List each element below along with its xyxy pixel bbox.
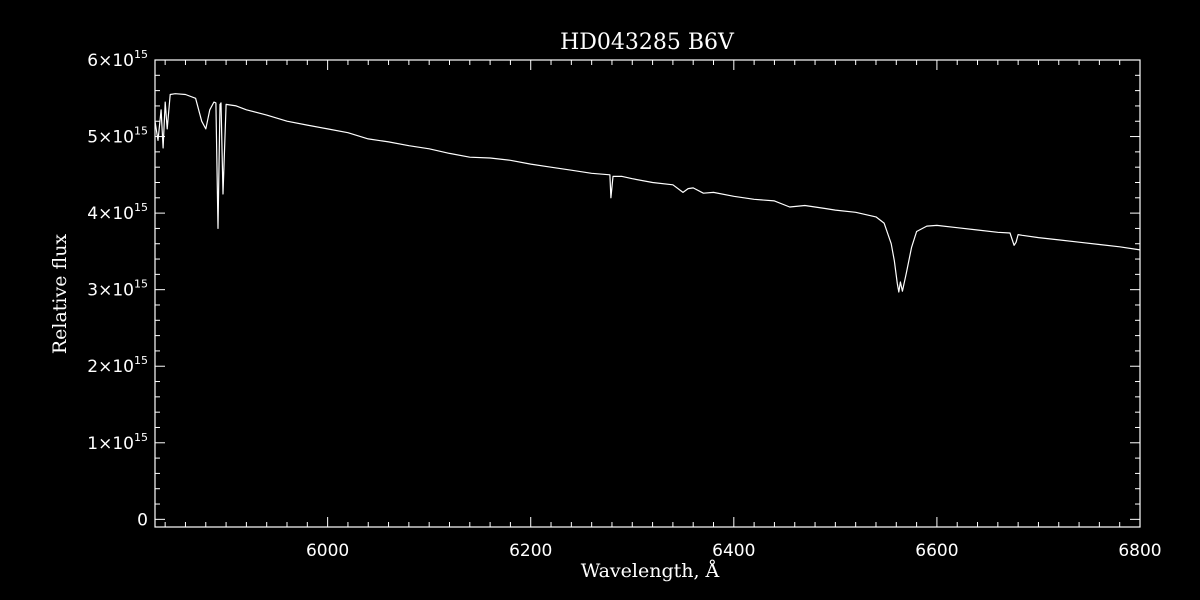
spectrum-line [154, 93, 1141, 293]
y-tick-label: 4×1015 [87, 201, 148, 224]
axis-ticks [155, 59, 1141, 527]
y-tick-label: 0 [137, 510, 148, 530]
x-tick-label: 6400 [712, 541, 755, 561]
y-axis-label: Relative flux [49, 234, 71, 355]
x-tick-label: 6200 [509, 541, 552, 561]
y-tick-label: 1×1015 [87, 431, 148, 454]
x-tick-label: 6000 [306, 541, 349, 561]
tick-labels: 6000 6200 6400 6600 6800 0 1×1015 2×1015 3×1015 4… [87, 48, 1161, 561]
y-tick-label: 6×1015 [87, 48, 148, 71]
y-tick-label: 5×1015 [87, 125, 148, 148]
chart-title: HD043285 B6V [560, 30, 735, 55]
x-tick-label: 6800 [1118, 541, 1161, 561]
y-tick-label: 2×1015 [87, 354, 148, 377]
x-tick-label: 6600 [915, 541, 958, 561]
x-axis-label: Wavelength, Å [581, 560, 720, 582]
plot-frame [154, 59, 1141, 528]
y-tick-label: 3×1015 [87, 278, 148, 301]
